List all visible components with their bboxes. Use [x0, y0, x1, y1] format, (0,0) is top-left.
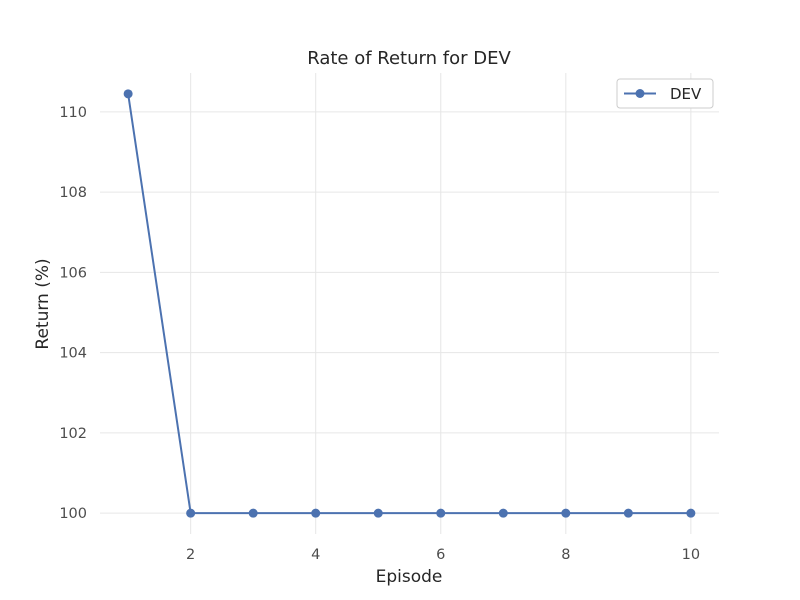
data-point [311, 508, 321, 518]
y-tick-label: 100 [59, 506, 87, 522]
y-tick-label: 104 [59, 346, 87, 362]
legend-frame [616, 78, 714, 109]
data-point [436, 508, 446, 518]
legend-point-marker [635, 89, 645, 98]
gridlines [100, 73, 719, 534]
legend: DEV [616, 78, 714, 109]
data-point [561, 508, 571, 518]
data-point [373, 508, 383, 518]
data-point [248, 508, 258, 518]
y-tick-label: 102 [59, 426, 87, 442]
y-tick-label: 106 [59, 265, 87, 281]
x-tick-label: 6 [436, 547, 445, 563]
data-point [186, 508, 196, 518]
y-axis-label: Return (%) [33, 258, 53, 349]
y-tick-label: 108 [59, 185, 87, 201]
data-point [686, 508, 696, 518]
x-tick-label: 10 [682, 547, 700, 563]
x-tick-label: 2 [186, 547, 195, 563]
series-layer [123, 89, 696, 518]
legend-label-dev: DEV [670, 85, 702, 103]
series-line-dev [127, 93, 691, 515]
y-tick-label: 110 [59, 105, 87, 121]
y-axis-ticks: 100 102 104 106 108 110 [59, 105, 87, 522]
x-tick-label: 8 [561, 547, 570, 563]
chart-title: Rate of Return for DEV [307, 48, 511, 69]
x-axis-label: Episode [376, 567, 443, 587]
data-point [498, 508, 508, 518]
data-point [623, 508, 633, 518]
x-axis-ticks: 2 4 6 8 10 [186, 547, 700, 563]
data-point [123, 89, 133, 99]
x-tick-label: 4 [311, 547, 320, 563]
